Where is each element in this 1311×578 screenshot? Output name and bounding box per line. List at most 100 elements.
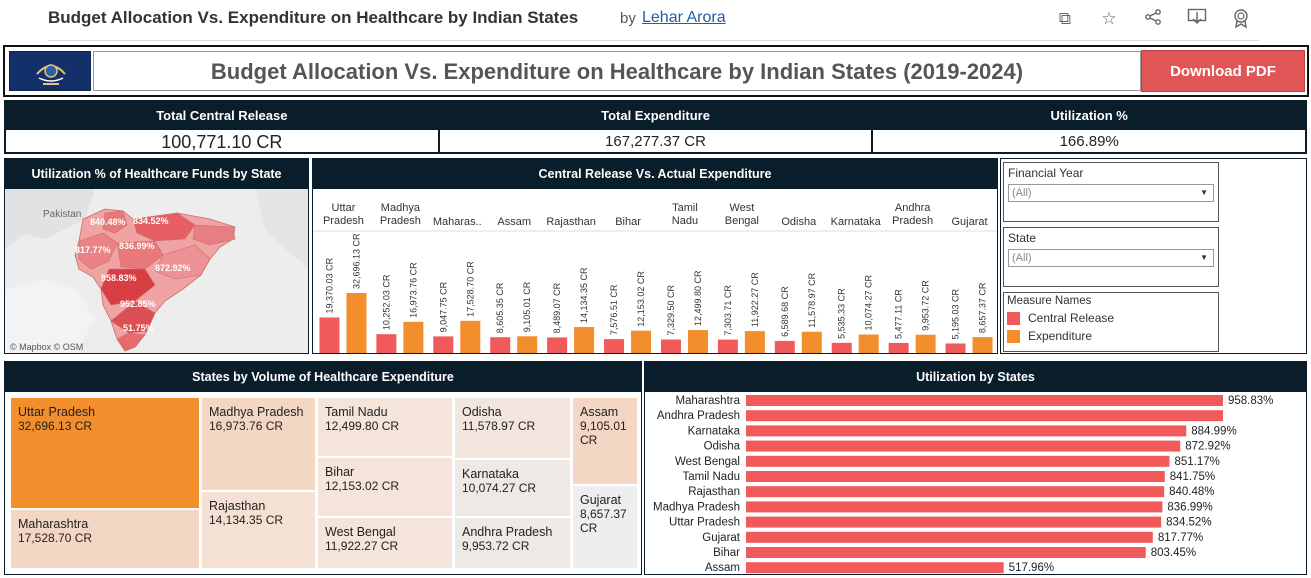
badge-icon[interactable]: [1230, 8, 1252, 30]
treemap-tile[interactable]: Rajasthan 14,134.35 CR: [202, 492, 315, 568]
bar[interactable]: [547, 337, 568, 353]
bar[interactable]: [744, 331, 765, 353]
bar[interactable]: [319, 317, 340, 353]
tile-value: 12,499.80 CR: [325, 419, 400, 433]
bar[interactable]: [972, 337, 993, 353]
select-value: (All): [1012, 187, 1032, 199]
top-bar: Budget Allocation Vs. Expenditure on Hea…: [0, 0, 1311, 40]
bar[interactable]: [460, 320, 481, 353]
bar-value-label: 841.75%: [1170, 471, 1215, 483]
grouped-bar-chart: Uttar Pradesh 19,370.03 CR 32,696.13 CR Madh…: [313, 202, 997, 353]
treemap-tile[interactable]: Bihar 12,153.02 CR: [318, 458, 452, 516]
data-label: 5,535.33 CR: [837, 288, 847, 339]
utilization-bar[interactable]: [746, 547, 1146, 558]
state-label: Assam: [705, 562, 740, 574]
bar[interactable]: [433, 336, 454, 353]
treemap-tile[interactable]: Maharashtra 17,528.70 CR: [11, 510, 199, 568]
bar[interactable]: [945, 343, 966, 353]
treemap-tile[interactable]: West Bengal 11,922.27 CR: [318, 518, 452, 568]
treemap-tile[interactable]: Karnataka 10,074.27 CR: [455, 460, 570, 516]
utilization-bar[interactable]: [746, 486, 1165, 498]
bar[interactable]: [517, 336, 538, 353]
kpi-row: Total Central Release 100,771.10 CR Tota…: [4, 100, 1307, 154]
legend-item-central-release[interactable]: Central Release: [1007, 311, 1215, 325]
bar[interactable]: [774, 340, 795, 353]
treemap-tile[interactable]: Odisha 11,578.97 CR: [455, 398, 570, 458]
legend-label: Expenditure: [1028, 329, 1093, 343]
data-label: 12,499.80 CR: [693, 270, 703, 326]
utilization-bar[interactable]: [746, 501, 1163, 513]
emblem-icon: [36, 64, 66, 85]
treemap-tile[interactable]: Tamil Nadu 12,499.80 CR: [318, 398, 452, 456]
data-label: 14,134.35 CR: [579, 267, 589, 323]
panel-title: Central Release Vs. Actual Expenditure: [313, 159, 997, 189]
treemap-tile[interactable]: Gujarat 8,657.37 CR: [573, 486, 637, 568]
data-label: 32,696.13 CR: [351, 233, 361, 289]
bar[interactable]: [831, 342, 852, 353]
tile-name: Andhra Pradesh: [462, 525, 553, 539]
bar[interactable]: [801, 331, 822, 353]
state-label: Odisha: [704, 441, 741, 453]
dashboard-header: Budget Allocation Vs. Expenditure on Hea…: [3, 45, 1309, 97]
india-map[interactable]: Pakistan 840.48% 834.52% 817.77% 836.99%…: [5, 189, 308, 353]
state-label: Rajasthan: [688, 486, 740, 498]
treemap-tile[interactable]: Assam 9,105.01 CR: [573, 398, 637, 484]
category-label: Andhra Pradesh: [892, 202, 933, 227]
bar[interactable]: [687, 330, 708, 353]
bar[interactable]: [858, 334, 879, 353]
tile-name: Tamil Nadu: [325, 405, 388, 419]
state-select[interactable]: (All) ▼: [1008, 249, 1214, 267]
download-icon[interactable]: [1186, 8, 1208, 30]
bar-value-label: 517.96%: [1009, 562, 1054, 574]
utilization-bar[interactable]: [746, 395, 1223, 406]
legend-item-expenditure[interactable]: Expenditure: [1007, 329, 1215, 343]
share-icon[interactable]: [1142, 8, 1164, 30]
bar[interactable]: [490, 337, 511, 353]
data-label: 9,953.72 CR: [921, 280, 931, 331]
star-icon[interactable]: ☆: [1101, 9, 1117, 28]
bar[interactable]: [574, 327, 595, 353]
bar[interactable]: [660, 339, 681, 353]
filter-panel: Financial Year (All) ▼ State (All) ▼ Mea…: [1000, 158, 1307, 354]
filter-label: State: [1008, 231, 1037, 245]
data-label: 10,252.03 CR: [381, 274, 391, 330]
bar[interactable]: [915, 334, 936, 353]
bar[interactable]: [604, 339, 625, 353]
bar[interactable]: [376, 334, 397, 353]
download-pdf-button[interactable]: Download PDF: [1141, 50, 1305, 92]
bar[interactable]: [888, 342, 909, 353]
tile-value: 32,696.13 CR: [18, 419, 93, 433]
treemap-tile[interactable]: Madhya Pradesh 16,973.76 CR: [202, 398, 315, 490]
treemap-tile[interactable]: Andhra Pradesh 9,953.72 CR: [455, 518, 570, 568]
tile-value: 8,657.37 CR: [580, 507, 627, 535]
utilization-bar[interactable]: [746, 562, 1004, 574]
tile-value: 12,153.02 CR: [325, 479, 400, 493]
bar[interactable]: [403, 321, 424, 353]
utilization-bar[interactable]: [746, 516, 1162, 528]
panel-title: Utilization % of Healthcare Funds by Sta…: [5, 159, 308, 189]
utilization-bar[interactable]: [746, 471, 1165, 482]
category-label: Maharas..: [433, 216, 482, 228]
state-label: Uttar Pradesh: [669, 517, 740, 529]
treemap-tile[interactable]: Uttar Pradesh 32,696.13 CR: [11, 398, 199, 508]
legend-label: Central Release: [1028, 311, 1115, 325]
tile-name: Odisha: [462, 405, 502, 419]
category-label: Tamil Nadu: [672, 202, 698, 227]
copy-icon[interactable]: ⧉: [1058, 9, 1072, 28]
expenditure-treemap-panel: States by Volume of Healthcare Expenditu…: [4, 361, 642, 575]
utilization-bar[interactable]: [746, 531, 1153, 543]
utilization-bar[interactable]: [746, 410, 1223, 422]
utilization-bar[interactable]: [746, 425, 1187, 437]
author-link[interactable]: Lehar Arora: [642, 9, 726, 26]
bar[interactable]: [717, 339, 738, 353]
financial-year-select[interactable]: (All) ▼: [1008, 184, 1214, 202]
central-release-vs-expenditure-panel: Central Release Vs. Actual Expenditure U…: [312, 158, 998, 354]
financial-year-filter: Financial Year (All) ▼: [1003, 162, 1219, 222]
tile-name: Gujarat: [580, 493, 621, 507]
legend-title: Measure Names: [1007, 295, 1092, 307]
bar[interactable]: [631, 330, 652, 353]
utilization-bar[interactable]: [746, 455, 1170, 467]
utilization-bar[interactable]: [746, 440, 1181, 452]
bar[interactable]: [346, 293, 367, 353]
category-label: Bihar: [615, 216, 641, 228]
